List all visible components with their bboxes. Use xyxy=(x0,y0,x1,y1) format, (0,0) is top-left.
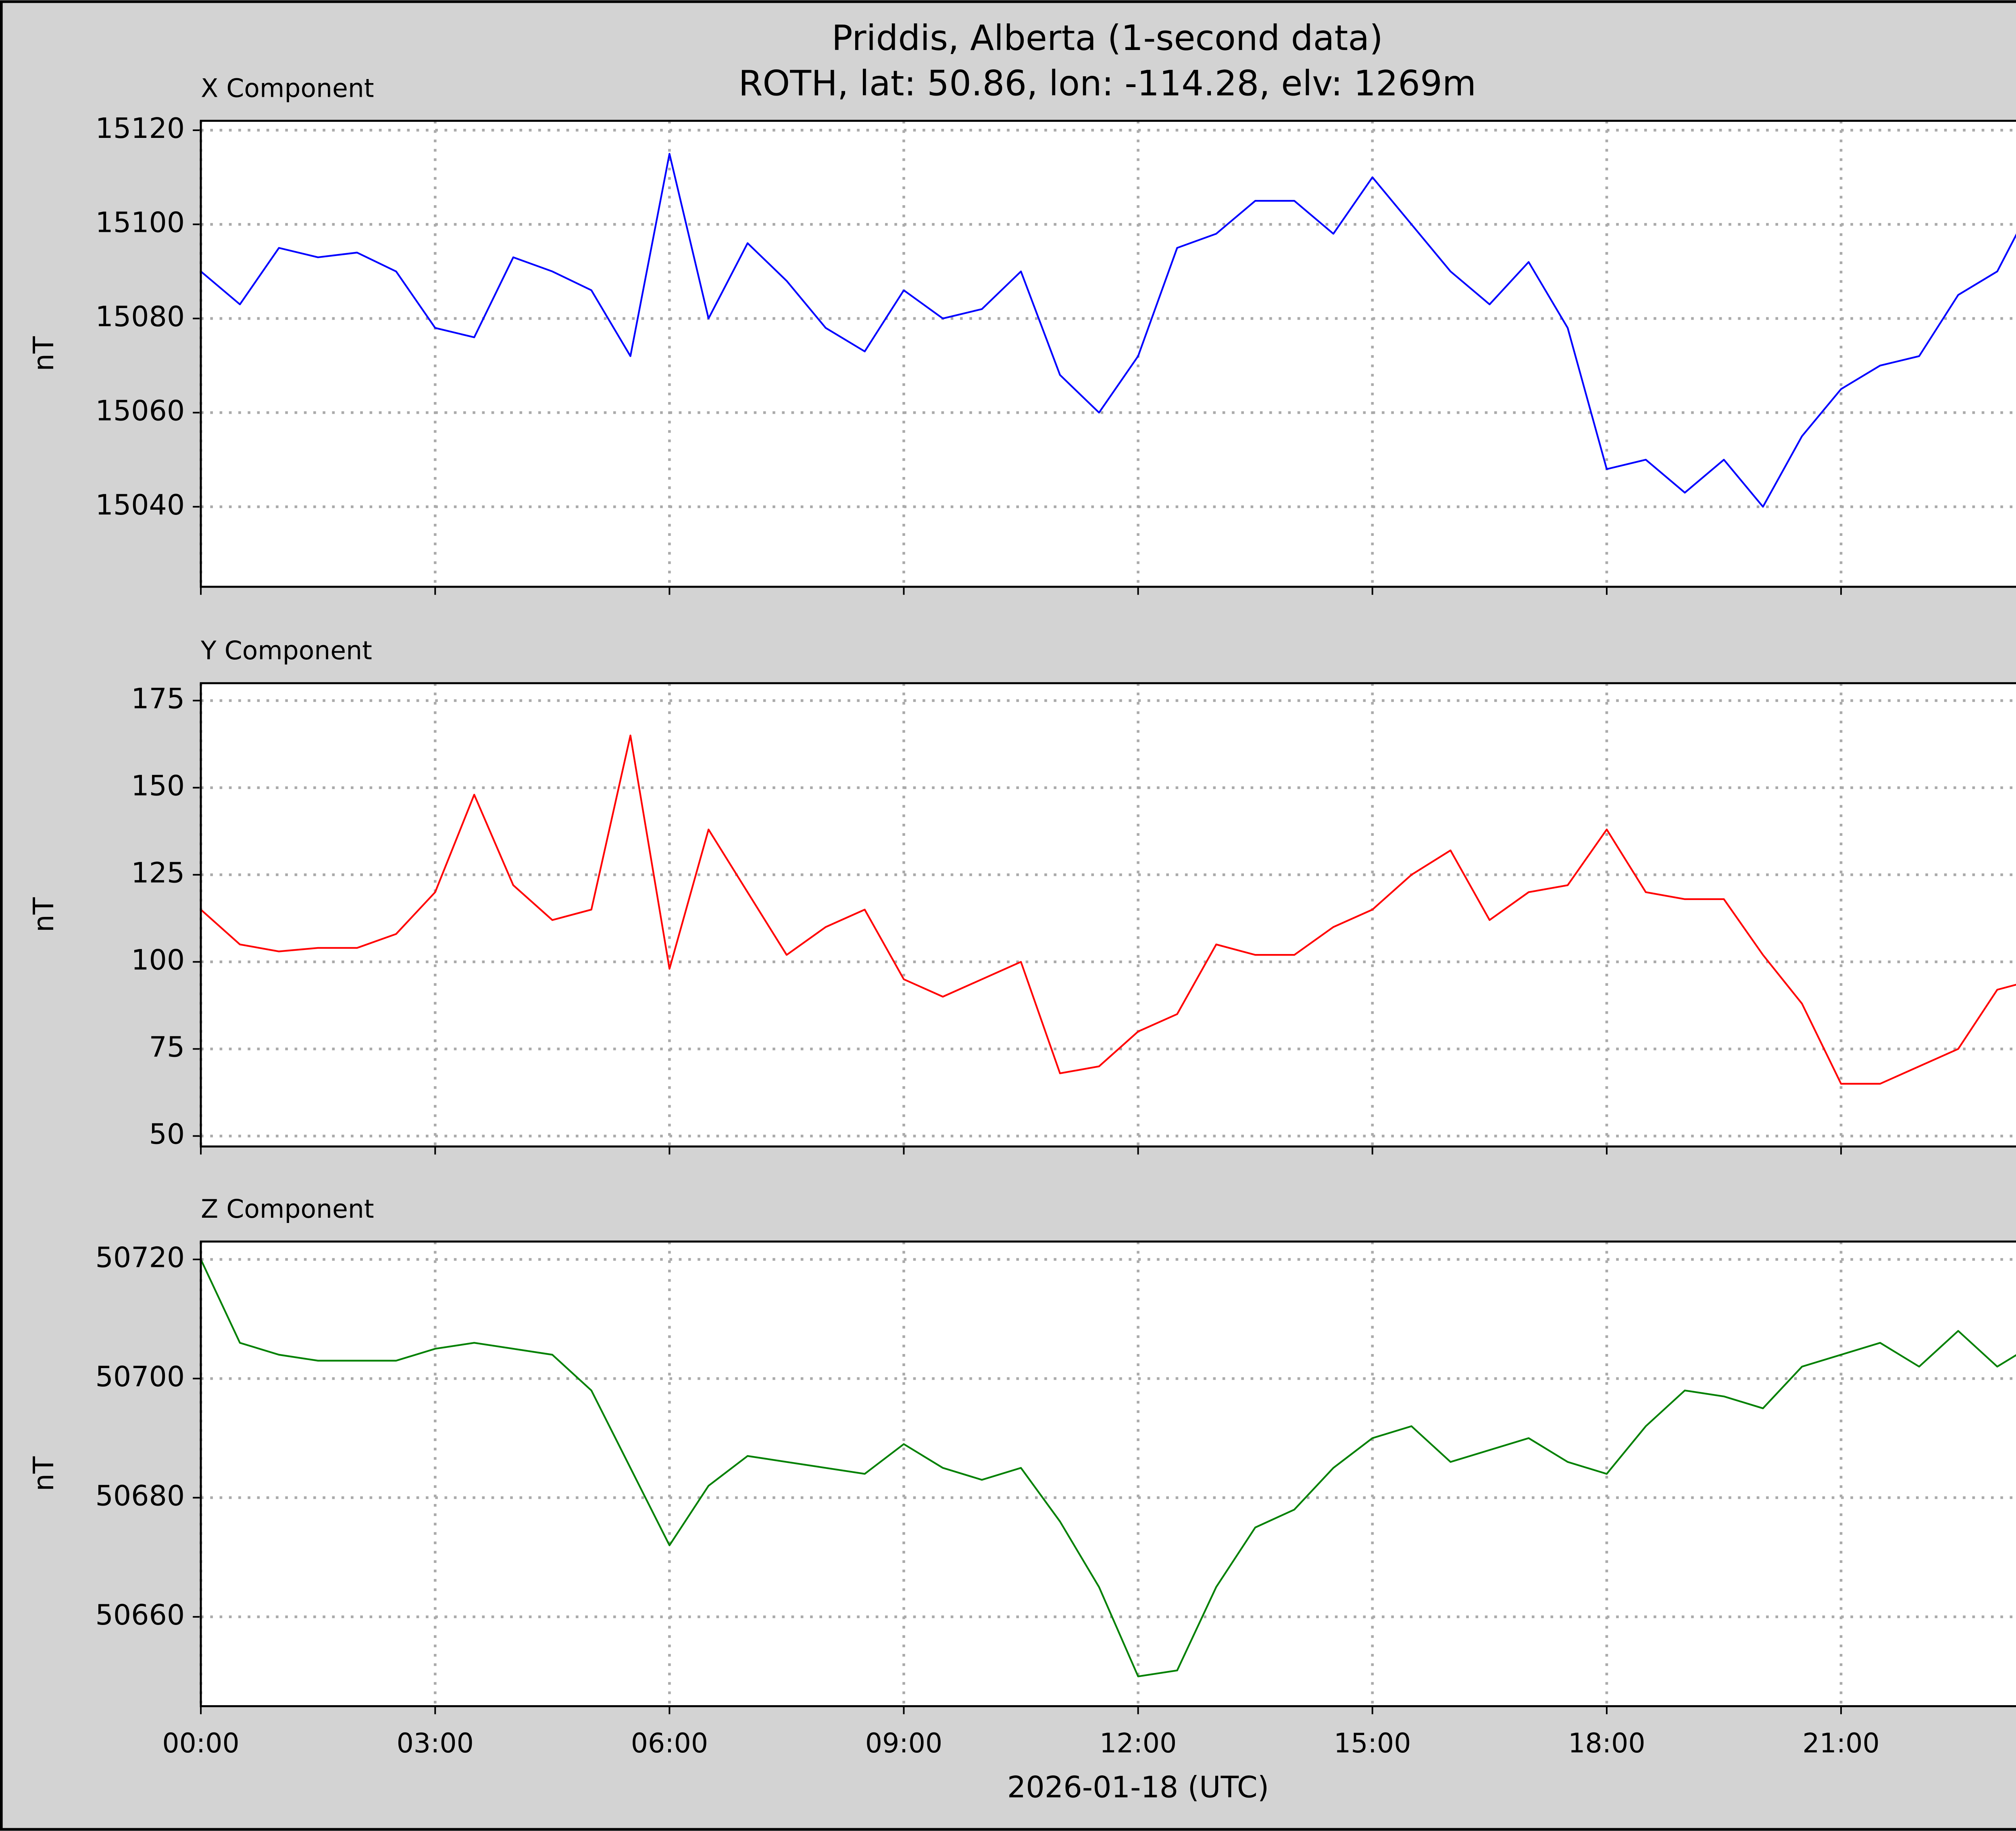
plot-frame xyxy=(200,120,2016,588)
y-axis-label: nT xyxy=(27,897,60,932)
x-tick-label: 12:00 xyxy=(1100,1727,1177,1759)
plot-frame xyxy=(200,1240,2016,1707)
x-tick-label: 15:00 xyxy=(1334,1727,1411,1759)
y-tick-label: 50720 xyxy=(95,1241,185,1274)
data-line xyxy=(200,1259,2016,1677)
y-tick-label: 15120 xyxy=(95,112,185,145)
x-tick-label: 06:00 xyxy=(631,1727,708,1759)
panel-title: X Component xyxy=(201,73,374,103)
y-tick-label: 125 xyxy=(131,857,185,889)
y-tick-label: 50680 xyxy=(95,1479,185,1512)
x-tick-label: 03:00 xyxy=(397,1727,474,1759)
plot-area xyxy=(201,1241,2016,1706)
x-tick-label: 21:00 xyxy=(1802,1727,1879,1759)
y-tick-label: 50700 xyxy=(95,1360,185,1393)
plot-frame xyxy=(200,682,2016,1148)
x-tick-label: 18:00 xyxy=(1568,1727,1645,1759)
data-line xyxy=(200,153,2016,508)
x-tick-label: 09:00 xyxy=(865,1727,942,1759)
chart-subtitle: ROTH, lat: 50.86, lon: -114.28, elv: 126… xyxy=(738,64,1476,104)
y-tick-label: 15100 xyxy=(95,206,185,239)
y-tick-label: 150 xyxy=(131,770,185,802)
chart-title: Priddis, Alberta (1-second data) xyxy=(832,18,1383,58)
panel-title: Y Component xyxy=(200,635,372,665)
y-axis-label: nT xyxy=(27,1456,60,1491)
panel-title: Z Component xyxy=(201,1194,374,1224)
plot-area xyxy=(201,683,2016,1147)
plot-area xyxy=(201,121,2016,587)
y-tick-label: 15040 xyxy=(95,489,185,521)
y-tick-label: 15060 xyxy=(95,394,185,427)
y-tick-label: 15080 xyxy=(95,300,185,333)
y-tick-label: 175 xyxy=(131,683,185,715)
y-tick-label: 50 xyxy=(149,1118,185,1150)
x-tick-label: 00:00 xyxy=(162,1727,239,1759)
x-axis-label: 2026-01-18 (UTC) xyxy=(1007,1770,1269,1804)
y-tick-label: 100 xyxy=(131,944,185,976)
y-tick-label: 50660 xyxy=(95,1599,185,1631)
data-line xyxy=(200,734,2016,1085)
y-axis-label: nT xyxy=(27,336,60,371)
y-tick-label: 75 xyxy=(149,1031,185,1063)
